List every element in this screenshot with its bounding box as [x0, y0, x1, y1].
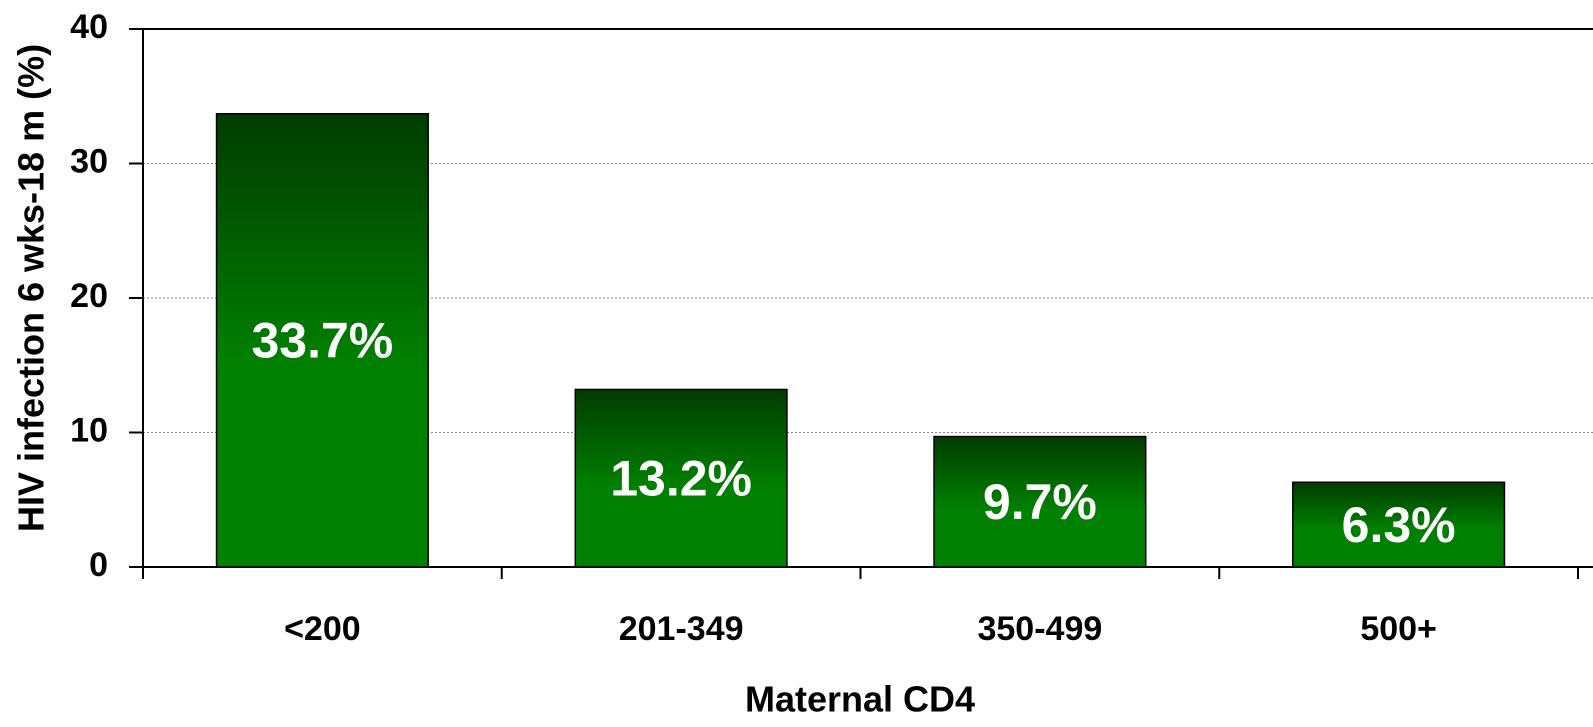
value-label: 33.7% — [251, 313, 393, 369]
x-tick-label: <200 — [284, 610, 361, 648]
x-tick-label: 201-349 — [619, 610, 744, 648]
value-label: 9.7% — [983, 474, 1097, 530]
y-tick-label: 0 — [89, 546, 108, 584]
x-axis-title: Maternal CD4 — [745, 679, 975, 720]
bar — [215, 112, 429, 568]
y-tick-label: 40 — [70, 8, 108, 46]
value-label: 13.2% — [610, 450, 752, 506]
y-axis-title: HIV infection 6 wks-18 m (%) — [11, 44, 52, 532]
x-tick-label: 500+ — [1360, 610, 1437, 648]
bar — [574, 388, 788, 568]
bar — [1292, 481, 1506, 568]
y-tick-label: 20 — [70, 277, 108, 315]
x-tick-label: 350-499 — [977, 610, 1102, 648]
bar — [933, 435, 1147, 568]
y-tick-label: 30 — [70, 142, 108, 180]
value-label: 6.3% — [1342, 497, 1456, 553]
y-tick-label: 10 — [70, 411, 108, 449]
